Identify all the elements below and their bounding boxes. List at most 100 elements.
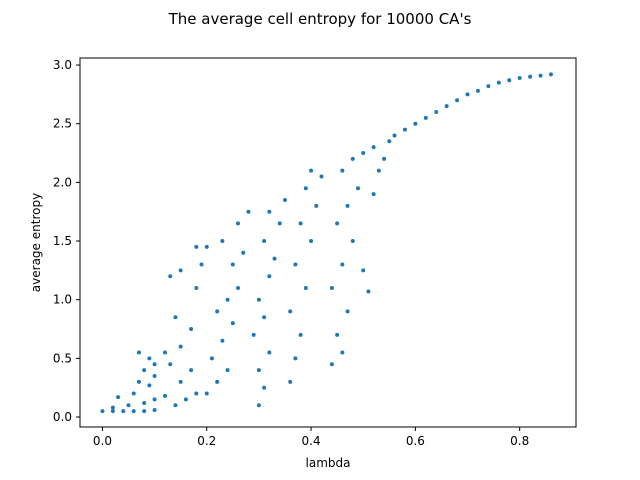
data-point bbox=[350, 156, 355, 161]
data-point bbox=[345, 203, 350, 208]
data-point bbox=[413, 121, 418, 126]
data-point bbox=[309, 168, 314, 173]
data-point bbox=[173, 403, 178, 408]
data-point bbox=[178, 344, 183, 349]
y-tick-label: 2.5 bbox=[53, 117, 72, 131]
data-point bbox=[507, 78, 512, 83]
y-tick-label: 0.5 bbox=[53, 351, 72, 365]
data-point bbox=[303, 186, 308, 191]
data-point bbox=[298, 332, 303, 337]
data-point bbox=[371, 145, 376, 150]
data-point bbox=[199, 262, 204, 267]
data-point bbox=[345, 309, 350, 314]
plot-frame bbox=[79, 57, 577, 428]
y-axis: 0.0 0.5 1.0 1.5 2.0 2.5 3.0 bbox=[53, 58, 80, 424]
data-point bbox=[340, 350, 345, 355]
data-point bbox=[163, 350, 168, 355]
data-point bbox=[298, 221, 303, 226]
data-point bbox=[355, 186, 360, 191]
data-point bbox=[392, 133, 397, 138]
x-tick-label: 0.6 bbox=[406, 434, 425, 448]
data-point bbox=[335, 332, 340, 337]
data-point bbox=[309, 239, 314, 244]
data-point bbox=[538, 73, 543, 78]
data-point bbox=[262, 385, 267, 390]
data-point bbox=[434, 109, 439, 114]
data-point bbox=[183, 397, 188, 402]
x-axis: 0.0 0.2 0.4 0.6 0.8 bbox=[93, 427, 529, 448]
data-point bbox=[142, 409, 147, 414]
data-point bbox=[262, 239, 267, 244]
data-point bbox=[329, 362, 334, 367]
data-point bbox=[251, 332, 256, 337]
data-point bbox=[230, 262, 235, 267]
data-point bbox=[131, 391, 136, 396]
data-point bbox=[517, 75, 522, 80]
x-tick-label: 0.8 bbox=[510, 434, 529, 448]
data-point bbox=[256, 297, 261, 302]
data-point bbox=[142, 400, 147, 405]
data-point bbox=[371, 192, 376, 197]
data-point bbox=[262, 315, 267, 320]
data-point bbox=[147, 356, 152, 361]
data-point bbox=[475, 88, 480, 93]
data-point bbox=[178, 268, 183, 273]
data-points bbox=[100, 72, 553, 414]
data-point bbox=[204, 391, 209, 396]
data-point bbox=[189, 368, 194, 373]
data-point bbox=[110, 405, 115, 410]
data-point bbox=[246, 209, 251, 214]
data-point bbox=[293, 356, 298, 361]
x-tick-label: 0.4 bbox=[302, 434, 321, 448]
data-point bbox=[314, 203, 319, 208]
data-point bbox=[361, 268, 366, 273]
data-point bbox=[340, 262, 345, 267]
data-point bbox=[486, 84, 491, 89]
data-point bbox=[293, 262, 298, 267]
data-point bbox=[194, 391, 199, 396]
data-point bbox=[548, 72, 553, 77]
data-point bbox=[168, 274, 173, 279]
data-point bbox=[496, 80, 501, 85]
data-point bbox=[220, 239, 225, 244]
chart-title: The average cell entropy for 10000 CA's bbox=[168, 10, 472, 28]
y-axis-label: average entropy bbox=[29, 193, 43, 292]
data-point bbox=[376, 168, 381, 173]
data-point bbox=[382, 156, 387, 161]
data-point bbox=[256, 403, 261, 408]
data-point bbox=[110, 409, 115, 414]
data-point bbox=[350, 239, 355, 244]
data-point bbox=[225, 297, 230, 302]
data-point bbox=[366, 289, 371, 294]
data-point bbox=[178, 379, 183, 384]
data-point bbox=[168, 362, 173, 367]
data-point bbox=[204, 244, 209, 249]
data-point bbox=[267, 350, 272, 355]
data-point bbox=[220, 338, 225, 343]
x-axis-label: lambda bbox=[306, 456, 351, 470]
data-point bbox=[465, 92, 470, 97]
data-point bbox=[267, 209, 272, 214]
data-point bbox=[225, 368, 230, 373]
data-point bbox=[288, 379, 293, 384]
data-point bbox=[256, 368, 261, 373]
data-point bbox=[136, 379, 141, 384]
data-point bbox=[528, 74, 533, 79]
data-point bbox=[173, 315, 178, 320]
data-point bbox=[147, 383, 152, 388]
data-point bbox=[152, 362, 157, 367]
data-point bbox=[288, 309, 293, 314]
data-point bbox=[136, 350, 141, 355]
data-point bbox=[402, 127, 407, 132]
data-point bbox=[189, 327, 194, 332]
data-point bbox=[100, 409, 105, 414]
data-point bbox=[163, 393, 168, 398]
y-tick-label: 1.5 bbox=[53, 234, 72, 248]
data-point bbox=[152, 373, 157, 378]
data-point bbox=[116, 395, 121, 400]
y-tick-label: 3.0 bbox=[53, 58, 72, 72]
data-point bbox=[142, 368, 147, 373]
data-point bbox=[131, 409, 136, 414]
data-point bbox=[335, 221, 340, 226]
